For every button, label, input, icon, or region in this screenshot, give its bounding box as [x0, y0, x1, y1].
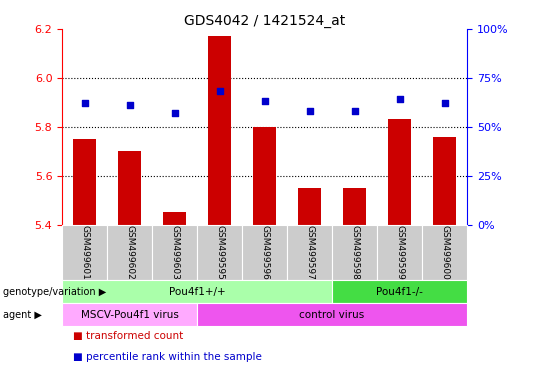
Text: GSM499596: GSM499596	[260, 225, 269, 280]
Bar	[253, 127, 276, 225]
Text: control virus: control virus	[300, 310, 365, 320]
Text: ■ transformed count: ■ transformed count	[73, 331, 183, 341]
Bar	[299, 188, 321, 225]
Point	[350, 108, 359, 114]
Text: ■ percentile rank within the sample: ■ percentile rank within the sample	[73, 352, 262, 362]
Text: MSCV-Pou4f1 virus: MSCV-Pou4f1 virus	[80, 310, 179, 320]
Text: GSM499595: GSM499595	[215, 225, 224, 280]
Text: GSM499598: GSM499598	[350, 225, 359, 280]
Point	[80, 100, 89, 106]
Text: agent ▶: agent ▶	[3, 310, 42, 320]
Text: Pou4f1+/+: Pou4f1+/+	[169, 287, 225, 297]
Point	[170, 110, 179, 116]
Bar	[73, 139, 96, 225]
Bar	[118, 151, 141, 225]
Text: genotype/variation ▶: genotype/variation ▶	[3, 287, 106, 297]
Text: GSM499599: GSM499599	[395, 225, 404, 280]
Point	[305, 108, 314, 114]
Point	[260, 98, 269, 104]
Bar	[434, 137, 456, 225]
Point	[395, 96, 404, 103]
Point	[215, 88, 224, 94]
Bar	[208, 36, 231, 225]
Bar	[343, 188, 366, 225]
Text: Pou4f1-/-: Pou4f1-/-	[376, 287, 423, 297]
Title: GDS4042 / 1421524_at: GDS4042 / 1421524_at	[184, 14, 345, 28]
Text: GSM499601: GSM499601	[80, 225, 89, 280]
Bar	[163, 212, 186, 225]
Text: GSM499603: GSM499603	[170, 225, 179, 280]
Bar	[388, 119, 411, 225]
Point	[440, 100, 449, 106]
Text: GSM499597: GSM499597	[305, 225, 314, 280]
Point	[125, 102, 134, 108]
Text: GSM499600: GSM499600	[440, 225, 449, 280]
Text: GSM499602: GSM499602	[125, 225, 134, 280]
